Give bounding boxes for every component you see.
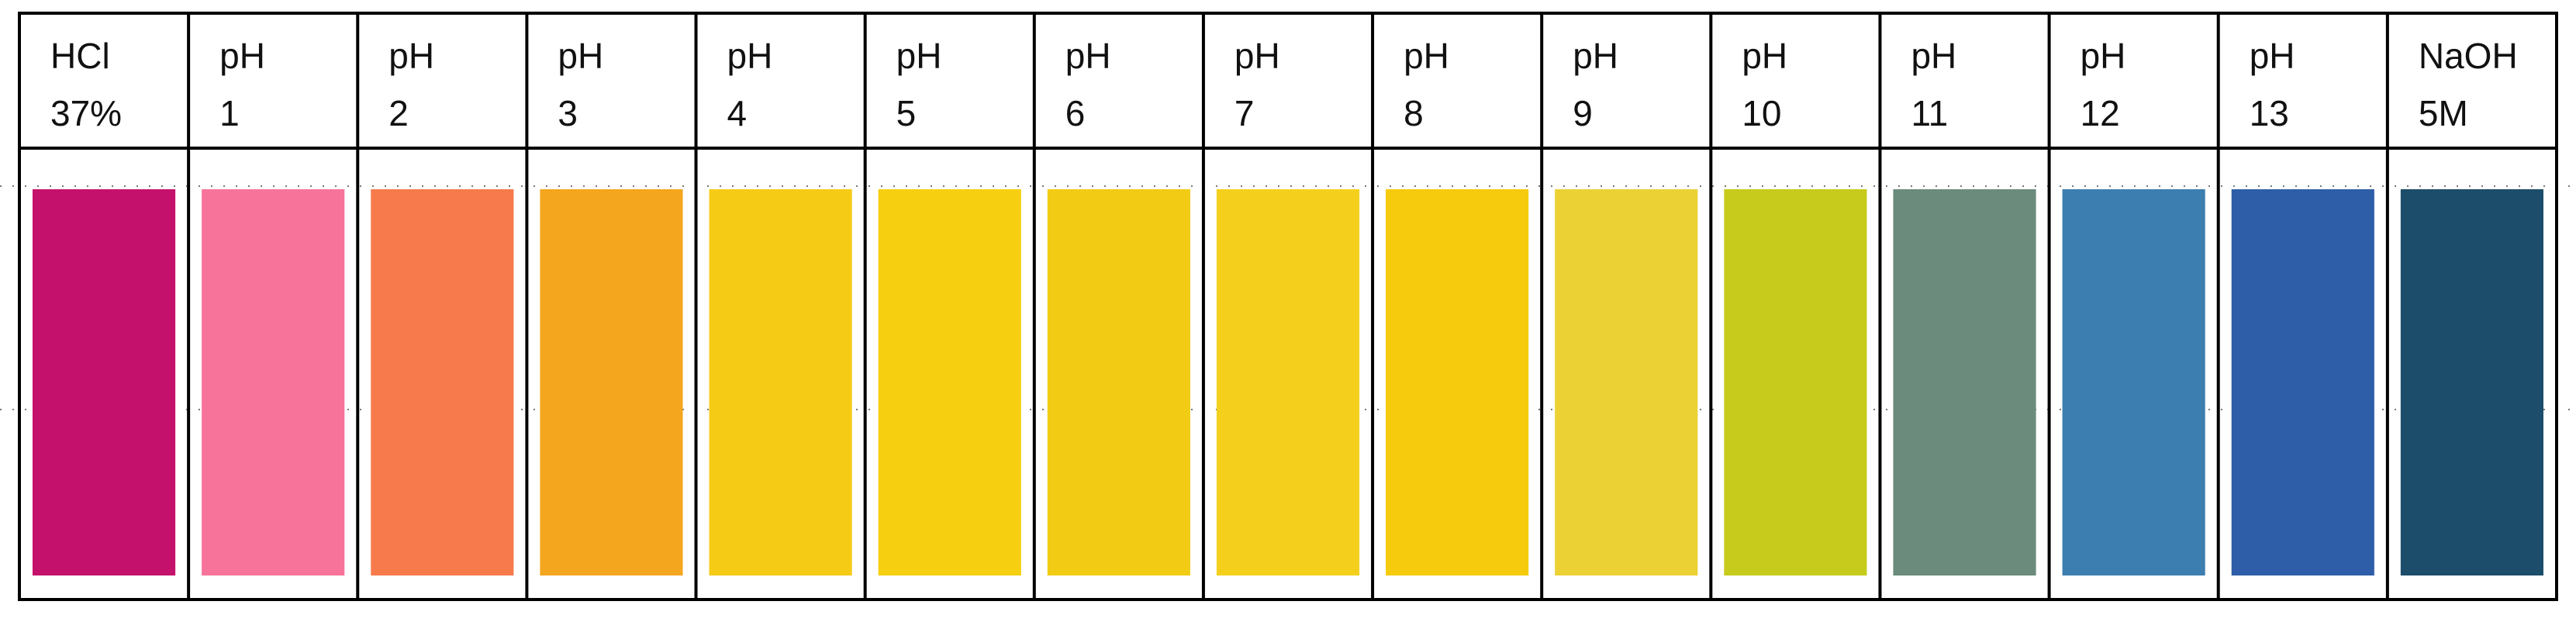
column-label: 2	[388, 93, 409, 133]
color-swatch	[371, 189, 514, 575]
column-label: 5M	[2419, 93, 2468, 133]
color-swatch	[1047, 189, 1190, 575]
color-swatch	[202, 189, 345, 575]
column-label: 11	[1911, 93, 1948, 133]
color-swatch	[1216, 189, 1360, 575]
color-swatch	[2062, 189, 2205, 575]
column-label: pH	[1742, 36, 1787, 76]
color-swatch	[1386, 189, 1529, 575]
column-label: 7	[1234, 93, 1255, 133]
column-label: pH	[1573, 36, 1618, 76]
column-label: 13	[2250, 93, 2289, 133]
column-label: pH	[219, 36, 265, 76]
color-swatch	[33, 189, 176, 575]
column-label: pH	[896, 36, 942, 76]
column-label: 5	[896, 93, 917, 133]
color-swatch	[1555, 189, 1698, 575]
column-label: 37%	[50, 93, 122, 133]
column-label: 1	[219, 93, 240, 133]
column-label: pH	[727, 36, 773, 76]
column-label: 9	[1573, 93, 1593, 133]
column-label: pH	[2080, 36, 2126, 76]
color-swatch	[2400, 189, 2543, 575]
color-swatch	[1724, 189, 1867, 575]
column-label: pH	[1404, 36, 1449, 76]
color-swatch	[2231, 189, 2374, 575]
column-label: HCl	[50, 36, 110, 76]
column-label: pH	[1234, 36, 1280, 76]
column-label: NaOH	[2419, 36, 2518, 76]
column-label: 8	[1404, 93, 1424, 133]
column-label: 12	[2080, 93, 2120, 133]
column-label: pH	[1911, 36, 1956, 76]
column-label: pH	[388, 36, 434, 76]
color-swatch	[878, 189, 1021, 575]
column-label: 6	[1065, 93, 1086, 133]
color-swatch	[709, 189, 852, 575]
column-label: pH	[2250, 36, 2295, 76]
column-label: 10	[1742, 93, 1781, 133]
column-label: pH	[1065, 36, 1111, 76]
table-border	[18, 12, 2558, 601]
column-label: 3	[558, 93, 578, 133]
column-label: 4	[727, 93, 748, 133]
color-swatch	[1893, 189, 2036, 575]
column-label: pH	[558, 36, 603, 76]
color-swatch	[540, 189, 683, 575]
